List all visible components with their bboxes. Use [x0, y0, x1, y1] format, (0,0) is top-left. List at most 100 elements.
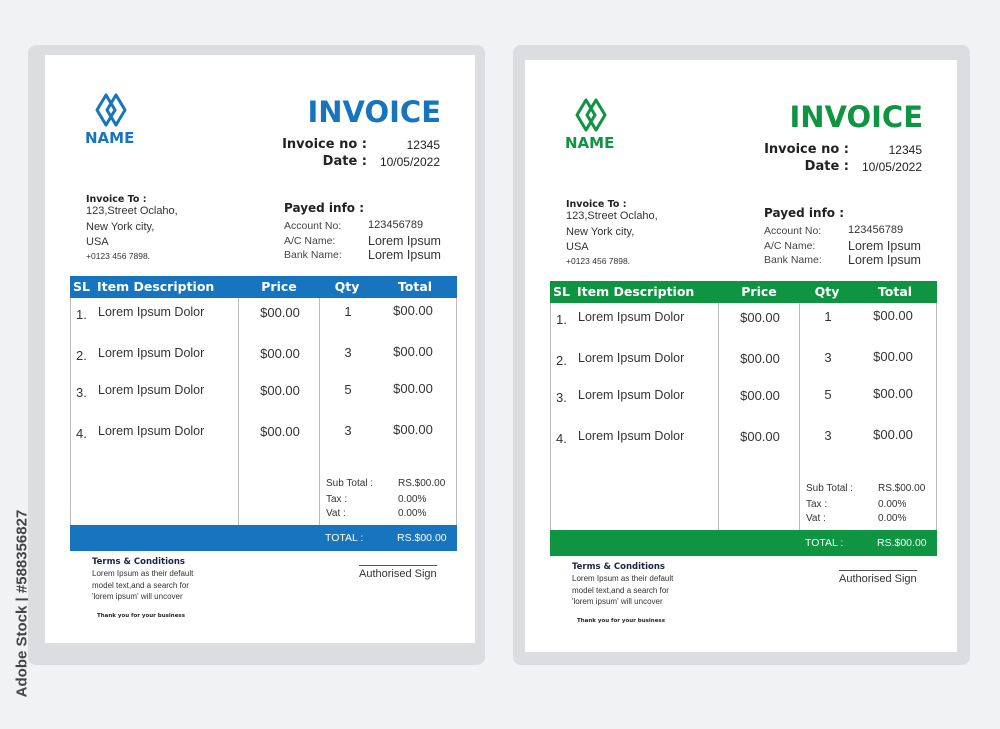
row-qty: 1	[824, 309, 832, 324]
payed-info-label: Payed info :	[764, 206, 845, 220]
row-price: $00.00	[740, 310, 780, 325]
summary-label: Tax :	[806, 499, 828, 510]
date-value: 10/05/2022	[861, 160, 922, 174]
row-description: Lorem Ipsum Dolor	[98, 305, 205, 319]
column-header: Total	[397, 279, 433, 294]
row-sl: 1.	[556, 312, 567, 327]
row-qty: 3	[824, 350, 832, 365]
row-total: $00.00	[873, 349, 913, 364]
column-header: SL	[553, 284, 570, 299]
payed-info-label: Payed info :	[284, 201, 365, 215]
invoice-title: INVOICE	[789, 100, 923, 134]
invoice-title: INVOICE	[307, 95, 441, 129]
column-header: Item Description	[97, 279, 215, 294]
terms-line: model text,and a search for	[92, 580, 189, 590]
column-header: SL	[73, 279, 90, 294]
row-qty: 5	[344, 382, 352, 397]
payment-value: Lorem Ipsum	[848, 253, 921, 267]
thanks-note: Thank you for your business	[577, 618, 665, 624]
row-sl: 2.	[76, 348, 87, 363]
summary-label: Sub Total :	[326, 478, 374, 489]
table-header: SL Item Description Price Qty Total	[70, 276, 457, 298]
items-table: 1. Lorem Ipsum Dolor $00.00 1 $00.00 2. Lorem …	[70, 298, 457, 526]
invoice-to-label: Invoice To :	[86, 194, 147, 205]
address-line: 123,Street Oclaho,	[86, 205, 178, 217]
column-header: Price	[741, 284, 777, 299]
row-total: $00.00	[393, 344, 433, 359]
row-description: Lorem Ipsum Dolor	[98, 424, 205, 438]
column-header: Qty	[334, 279, 360, 294]
signature-line	[839, 570, 917, 571]
row-price: $00.00	[260, 424, 300, 439]
total-value: RS.$00.00	[877, 537, 927, 549]
row-price: $00.00	[740, 388, 780, 403]
authorised-sign: Authorised Sign	[359, 568, 437, 580]
row-description: Lorem Ipsum Dolor	[578, 310, 685, 324]
row-sl: 3.	[76, 385, 87, 400]
row-total: $00.00	[873, 308, 913, 323]
row-price: $00.00	[260, 346, 300, 361]
address-line: USA	[566, 241, 589, 253]
invoice-blue: NAME INVOICE Invoice no : 12345 Date : 10/05/…	[45, 55, 475, 643]
date-label: Date :	[804, 159, 849, 174]
summary-value: 0.00%	[398, 494, 427, 505]
row-description: Lorem Ipsum Dolor	[578, 388, 685, 402]
logo-diamond-icon	[575, 98, 607, 132]
row-total: $00.00	[873, 427, 913, 442]
logo-diamond-icon	[95, 93, 127, 127]
total-label: TOTAL :	[805, 537, 844, 549]
total-bar: TOTAL : RS.$00.00	[550, 530, 937, 556]
summary-value: RS.$00.00	[878, 483, 926, 494]
row-price: $00.00	[740, 429, 780, 444]
total-label: TOTAL :	[325, 532, 364, 544]
row-qty: 3	[344, 423, 352, 438]
payment-label: Account No:	[764, 225, 822, 237]
row-total: $00.00	[393, 303, 433, 318]
address-line: 123,Street Oclaho,	[566, 210, 658, 222]
row-qty: 3	[824, 428, 832, 443]
invoice-no-value: 12345	[888, 143, 922, 157]
total-bar: TOTAL : RS.$00.00	[70, 525, 457, 551]
terms-line: 'lorem ipsum' will uncover	[92, 592, 183, 601]
summary-label: Sub Total :	[806, 483, 854, 494]
summary-value: 0.00%	[398, 508, 427, 519]
date-label: Date :	[322, 154, 367, 169]
invoice-to-label: Invoice To :	[566, 199, 627, 210]
address-line: USA	[86, 236, 109, 248]
table-header: SL Item Description Price Qty Total	[550, 281, 937, 303]
payment-value: Lorem Ipsum	[848, 239, 921, 253]
items-table: 1. Lorem Ipsum Dolor $00.00 1 $00.00 2. Lorem …	[550, 303, 937, 531]
phone: +0123 456 7898.	[566, 256, 631, 266]
terms-line: 'lorem ipsum' will uncover	[572, 597, 663, 606]
column-header: Item Description	[577, 284, 695, 299]
invoice-no-value: 12345	[406, 138, 440, 152]
row-sl: 2.	[556, 353, 567, 368]
row-description: Lorem Ipsum Dolor	[98, 346, 205, 360]
thanks-note: Thank you for your business	[97, 613, 185, 619]
row-description: Lorem Ipsum Dolor	[578, 429, 685, 443]
payment-value: 123456789	[848, 224, 904, 236]
row-qty: 5	[824, 387, 832, 402]
summary-label: Tax :	[326, 494, 348, 505]
invoice-green: NAME INVOICE Invoice no : 12345 Date : 10/05/…	[525, 60, 957, 652]
summary-value: RS.$00.00	[398, 478, 446, 489]
row-sl: 1.	[76, 307, 87, 322]
row-price: $00.00	[740, 351, 780, 366]
phone: +0123 456 7898.	[86, 251, 151, 261]
row-total: $00.00	[393, 422, 433, 437]
row-description: Lorem Ipsum Dolor	[578, 351, 685, 365]
terms-line: model text,and a search for	[572, 585, 669, 595]
row-description: Lorem Ipsum Dolor	[98, 383, 205, 397]
row-price: $00.00	[260, 383, 300, 398]
invoice-no-label: Invoice no :	[282, 137, 367, 152]
row-sl: 3.	[556, 390, 567, 405]
row-sl: 4.	[76, 426, 87, 441]
payment-value: Lorem Ipsum	[368, 248, 441, 262]
brand-name: NAME	[565, 134, 615, 152]
row-qty: 3	[344, 345, 352, 360]
row-total: $00.00	[873, 386, 913, 401]
column-header: Qty	[814, 284, 840, 299]
row-total: $00.00	[393, 381, 433, 396]
summary-label: Vat :	[326, 508, 346, 519]
payment-label: Account No:	[284, 220, 342, 232]
